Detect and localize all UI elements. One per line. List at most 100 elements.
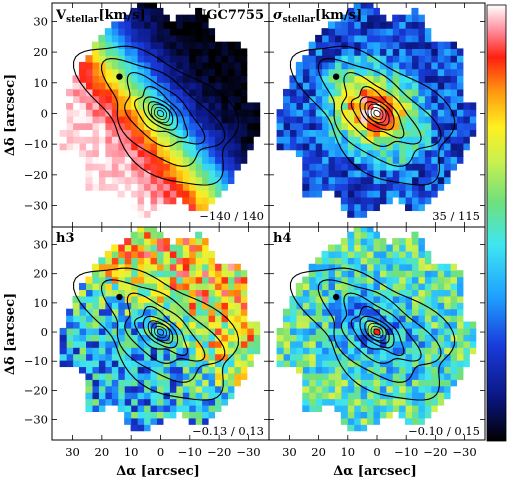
map-pixel bbox=[91, 289, 99, 297]
map-pixel bbox=[91, 136, 99, 144]
map-pixel bbox=[188, 129, 196, 137]
map-pixel bbox=[201, 250, 209, 258]
map-pixel bbox=[72, 122, 80, 131]
map-pixel bbox=[302, 183, 310, 191]
map-pixel bbox=[162, 95, 170, 104]
map-pixel bbox=[91, 163, 99, 171]
map-pixel bbox=[227, 149, 235, 158]
map-pixel bbox=[443, 109, 451, 117]
map-pixel bbox=[188, 163, 196, 171]
map-pixel bbox=[240, 48, 248, 56]
map-pixel bbox=[182, 257, 190, 265]
map-pixel bbox=[347, 392, 355, 400]
map-pixel bbox=[302, 385, 310, 393]
map-pixel bbox=[214, 136, 222, 144]
map-pixel bbox=[385, 55, 393, 63]
map-pixel bbox=[188, 334, 196, 342]
map-pixel bbox=[156, 129, 164, 137]
map-pixel bbox=[392, 142, 400, 151]
map-pixel bbox=[347, 129, 355, 137]
map-pixel bbox=[347, 48, 355, 56]
map-pixel bbox=[340, 327, 348, 335]
map-pixel bbox=[104, 28, 112, 36]
map-pixel bbox=[411, 176, 419, 185]
map-pixel bbox=[233, 88, 241, 97]
map-pixel bbox=[233, 283, 241, 291]
map-pixel bbox=[321, 102, 329, 110]
map-pixel bbox=[175, 68, 183, 77]
isophote-contour bbox=[373, 109, 381, 117]
map-pixel bbox=[353, 250, 361, 258]
map-pixel bbox=[334, 276, 342, 284]
map-pixel bbox=[240, 61, 248, 70]
map-pixel bbox=[392, 257, 400, 265]
map-pixel bbox=[72, 315, 80, 323]
map-pixel bbox=[417, 372, 425, 380]
map-pixel bbox=[214, 295, 222, 303]
map-pixel bbox=[188, 61, 196, 70]
map-pixel bbox=[456, 75, 464, 83]
map-pixel bbox=[308, 283, 316, 291]
map-pixel bbox=[111, 250, 119, 258]
map-pixel bbox=[85, 360, 93, 368]
map-pixel bbox=[162, 353, 170, 361]
map-pixel bbox=[353, 334, 361, 342]
map-pixel bbox=[72, 88, 80, 97]
map-pixel bbox=[227, 289, 235, 297]
map-pixel bbox=[240, 295, 248, 303]
map-pixel bbox=[182, 289, 190, 297]
map-pixel bbox=[220, 149, 228, 158]
map-pixel bbox=[175, 250, 183, 258]
map-pixel bbox=[443, 75, 451, 83]
map-pixel bbox=[392, 347, 400, 355]
map-pixel bbox=[430, 122, 438, 131]
map-pixel bbox=[449, 115, 457, 124]
map-pixel bbox=[327, 398, 335, 406]
map-pixel bbox=[347, 244, 355, 252]
map-pixel bbox=[379, 283, 387, 291]
map-pixel bbox=[117, 142, 125, 151]
map-pixel bbox=[308, 353, 316, 361]
map-pixel bbox=[430, 75, 438, 83]
map-pixel bbox=[469, 122, 477, 131]
map-pixel bbox=[437, 302, 445, 310]
map-pixel bbox=[392, 88, 400, 97]
map-pixel bbox=[227, 360, 235, 368]
map-pixel bbox=[392, 340, 400, 348]
map-pixel bbox=[149, 257, 157, 265]
map-pixel bbox=[195, 196, 203, 205]
map-pixel bbox=[437, 276, 445, 284]
map-pixel bbox=[302, 340, 310, 348]
map-pixel bbox=[353, 136, 361, 144]
map-pixel bbox=[220, 55, 228, 63]
map-pixel bbox=[175, 347, 183, 355]
map-pixel bbox=[208, 55, 216, 63]
map-pixel bbox=[182, 68, 190, 77]
map-pixel bbox=[398, 41, 406, 50]
map-pixel bbox=[156, 289, 164, 297]
map-pixel bbox=[366, 411, 374, 419]
map-pixel bbox=[227, 129, 235, 137]
map-pixel bbox=[208, 122, 216, 131]
map-pixel bbox=[201, 244, 209, 252]
map-pixel bbox=[227, 334, 235, 342]
map-pixel bbox=[353, 176, 361, 185]
map-pixel bbox=[347, 41, 355, 50]
map-pixel bbox=[366, 315, 374, 323]
map-pixel bbox=[143, 385, 151, 393]
map-pixel bbox=[156, 183, 164, 191]
map-pixel bbox=[117, 372, 125, 380]
map-pixel bbox=[233, 136, 241, 144]
map-pixel bbox=[111, 183, 119, 191]
map-pixel bbox=[360, 227, 368, 233]
map-pixel bbox=[253, 109, 261, 117]
map-pixel bbox=[443, 55, 451, 63]
map-pixel bbox=[98, 398, 106, 406]
map-pixel bbox=[405, 270, 413, 278]
map-pixel bbox=[315, 334, 323, 342]
map-pixel bbox=[111, 48, 119, 56]
velocity-map bbox=[59, 3, 261, 218]
map-pixel bbox=[392, 28, 400, 36]
map-pixel bbox=[182, 263, 190, 271]
map-pixel bbox=[295, 149, 303, 158]
